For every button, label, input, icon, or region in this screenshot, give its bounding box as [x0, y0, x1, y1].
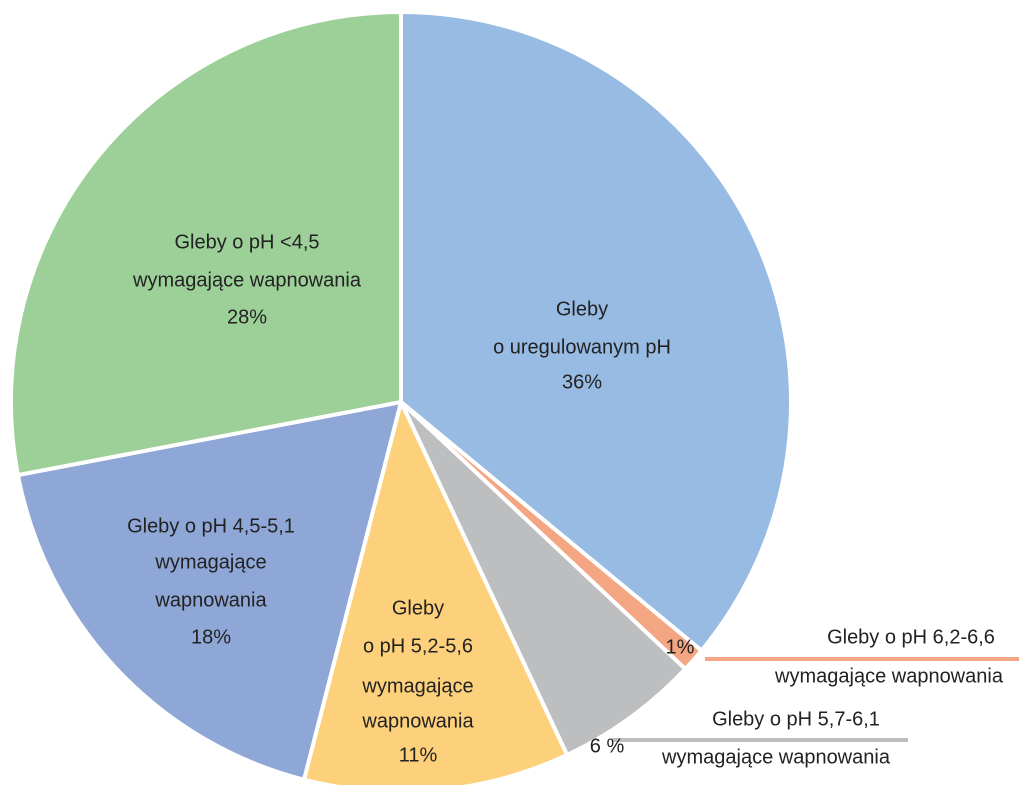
slice-label: wymagające wapnowania [661, 746, 891, 768]
slice-label: Gleby o pH 5,7-6,1 [712, 708, 880, 730]
value-label: 28% [227, 306, 267, 328]
slice-label: Gleby o pH <4,5 [174, 231, 319, 253]
pie-slice [9, 10, 403, 478]
slice-label: Gleby [392, 597, 444, 619]
pie-slice [399, 10, 793, 653]
value-label: 18% [191, 626, 231, 648]
slice-label: wapnowania [154, 589, 267, 611]
slice-label: wymagające [361, 675, 473, 697]
slice-label: o pH 5,2-5,6 [363, 635, 473, 657]
value-label: 6 % [590, 735, 625, 757]
pie-slice [15, 400, 403, 782]
slice-label: wymagające wapnowania [774, 665, 1004, 687]
slice-label: Gleby [556, 298, 608, 320]
slice-label: Gleby o pH 4,5-5,1 [127, 515, 295, 537]
slice-label: Gleby o pH 6,2-6,6 [827, 626, 995, 648]
slice-label: wapnowania [361, 710, 474, 732]
value-label: 11% [399, 744, 438, 766]
slice-label: wymagające [154, 551, 266, 573]
pie-slice [399, 400, 688, 757]
value-label: 1% [666, 636, 695, 658]
slice-label: o uregulowanym pH [493, 336, 671, 358]
slice-label: wymagające wapnowania [132, 269, 362, 291]
value-label: 36% [562, 371, 602, 393]
